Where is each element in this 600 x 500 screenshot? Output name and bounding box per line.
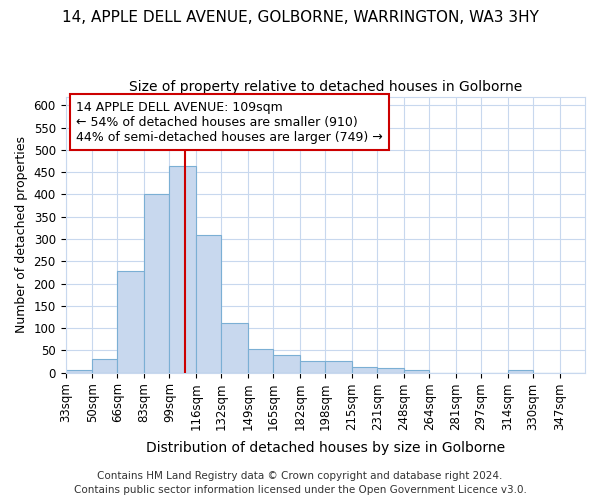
Bar bbox=[92, 359, 118, 372]
Bar bbox=[248, 349, 274, 372]
Bar bbox=[169, 166, 196, 372]
Bar bbox=[65, 370, 92, 372]
Bar bbox=[377, 368, 404, 372]
Bar bbox=[508, 370, 533, 372]
Bar bbox=[274, 354, 300, 372]
Bar bbox=[144, 194, 169, 372]
Bar bbox=[221, 322, 248, 372]
Text: Contains HM Land Registry data © Crown copyright and database right 2024.
Contai: Contains HM Land Registry data © Crown c… bbox=[74, 471, 526, 495]
X-axis label: Distribution of detached houses by size in Golborne: Distribution of detached houses by size … bbox=[146, 441, 505, 455]
Bar bbox=[300, 360, 325, 372]
Bar bbox=[196, 236, 221, 372]
Text: 14 APPLE DELL AVENUE: 109sqm
← 54% of detached houses are smaller (910)
44% of s: 14 APPLE DELL AVENUE: 109sqm ← 54% of de… bbox=[76, 100, 383, 144]
Bar bbox=[352, 367, 377, 372]
Bar bbox=[325, 360, 352, 372]
Bar bbox=[404, 370, 429, 372]
Title: Size of property relative to detached houses in Golborne: Size of property relative to detached ho… bbox=[128, 80, 522, 94]
Bar bbox=[118, 271, 144, 372]
Y-axis label: Number of detached properties: Number of detached properties bbox=[15, 136, 28, 333]
Text: 14, APPLE DELL AVENUE, GOLBORNE, WARRINGTON, WA3 3HY: 14, APPLE DELL AVENUE, GOLBORNE, WARRING… bbox=[62, 10, 538, 25]
